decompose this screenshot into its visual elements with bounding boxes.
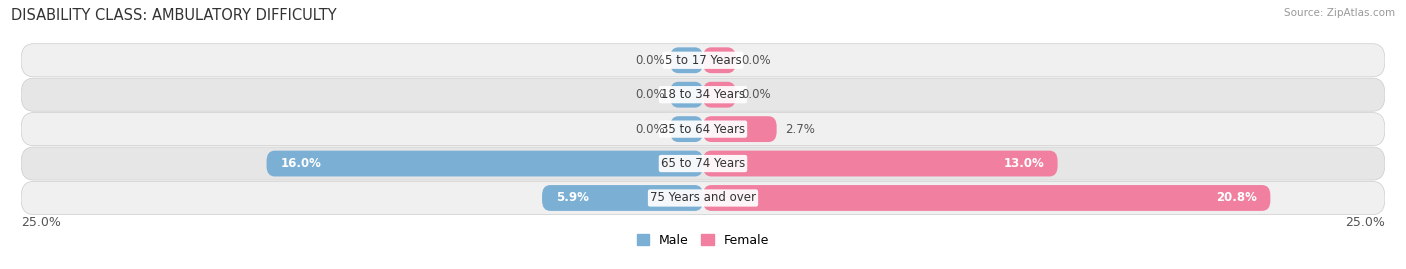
FancyBboxPatch shape <box>543 185 703 211</box>
FancyBboxPatch shape <box>671 116 703 142</box>
Text: DISABILITY CLASS: AMBULATORY DIFFICULTY: DISABILITY CLASS: AMBULATORY DIFFICULTY <box>11 8 337 23</box>
FancyBboxPatch shape <box>703 116 776 142</box>
Text: 5 to 17 Years: 5 to 17 Years <box>665 54 741 67</box>
Text: 5.9%: 5.9% <box>555 192 589 204</box>
FancyBboxPatch shape <box>21 78 1385 111</box>
Text: 0.0%: 0.0% <box>636 54 665 67</box>
Text: 0.0%: 0.0% <box>636 88 665 101</box>
FancyBboxPatch shape <box>21 44 1385 77</box>
Text: 20.8%: 20.8% <box>1216 192 1257 204</box>
FancyBboxPatch shape <box>703 47 735 73</box>
FancyBboxPatch shape <box>671 47 703 73</box>
FancyBboxPatch shape <box>703 82 735 108</box>
Text: 35 to 64 Years: 35 to 64 Years <box>661 123 745 136</box>
FancyBboxPatch shape <box>703 151 1057 176</box>
Text: 25.0%: 25.0% <box>21 216 60 229</box>
Text: 25.0%: 25.0% <box>1346 216 1385 229</box>
Text: 0.0%: 0.0% <box>636 123 665 136</box>
FancyBboxPatch shape <box>671 82 703 108</box>
Text: 2.7%: 2.7% <box>785 123 814 136</box>
Legend: Male, Female: Male, Female <box>637 234 769 247</box>
Text: 18 to 34 Years: 18 to 34 Years <box>661 88 745 101</box>
Text: 0.0%: 0.0% <box>741 54 770 67</box>
Text: 13.0%: 13.0% <box>1004 157 1045 170</box>
FancyBboxPatch shape <box>21 147 1385 180</box>
Text: 0.0%: 0.0% <box>741 88 770 101</box>
Text: 65 to 74 Years: 65 to 74 Years <box>661 157 745 170</box>
Text: Source: ZipAtlas.com: Source: ZipAtlas.com <box>1284 8 1395 18</box>
Text: 75 Years and over: 75 Years and over <box>650 192 756 204</box>
FancyBboxPatch shape <box>21 113 1385 146</box>
FancyBboxPatch shape <box>703 185 1271 211</box>
Text: 16.0%: 16.0% <box>280 157 321 170</box>
FancyBboxPatch shape <box>267 151 703 176</box>
FancyBboxPatch shape <box>21 182 1385 214</box>
